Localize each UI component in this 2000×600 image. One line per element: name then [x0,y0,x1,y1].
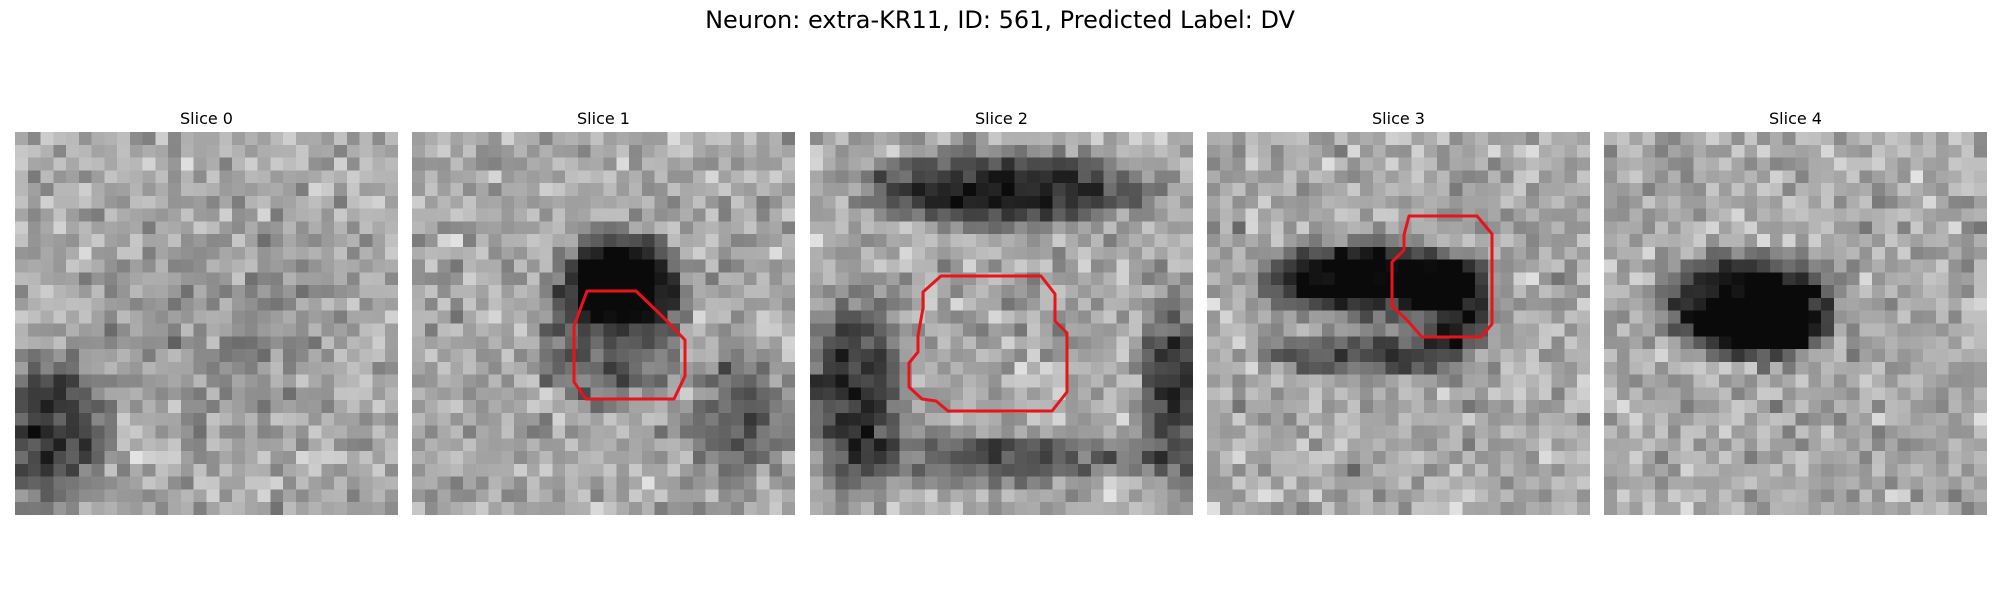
slice-image [1207,132,1590,515]
slice-image [1604,132,1987,515]
roi-outline [572,289,687,401]
slice-panel-0: Slice 0 [15,110,398,515]
slice-panel-1: Slice 1 [412,110,795,515]
slice-title: Slice 2 [975,109,1028,128]
slice-image [15,132,398,515]
slice-title: Slice 4 [1769,109,1822,128]
slice-title: Slice 1 [577,109,630,128]
slice-title: Slice 3 [1372,109,1425,128]
slice-panel-2: Slice 2 [810,110,1193,515]
slice-panel-4: Slice 4 [1604,110,1987,515]
figure-title: Neuron: extra-KR11, ID: 561, Predicted L… [705,6,1295,34]
slice-title: Slice 0 [180,109,233,128]
slice-image [810,132,1193,515]
slice-image [412,132,795,515]
roi-outline [1390,214,1494,339]
slice-panel-3: Slice 3 [1207,110,1590,515]
roi-outline [907,274,1069,413]
